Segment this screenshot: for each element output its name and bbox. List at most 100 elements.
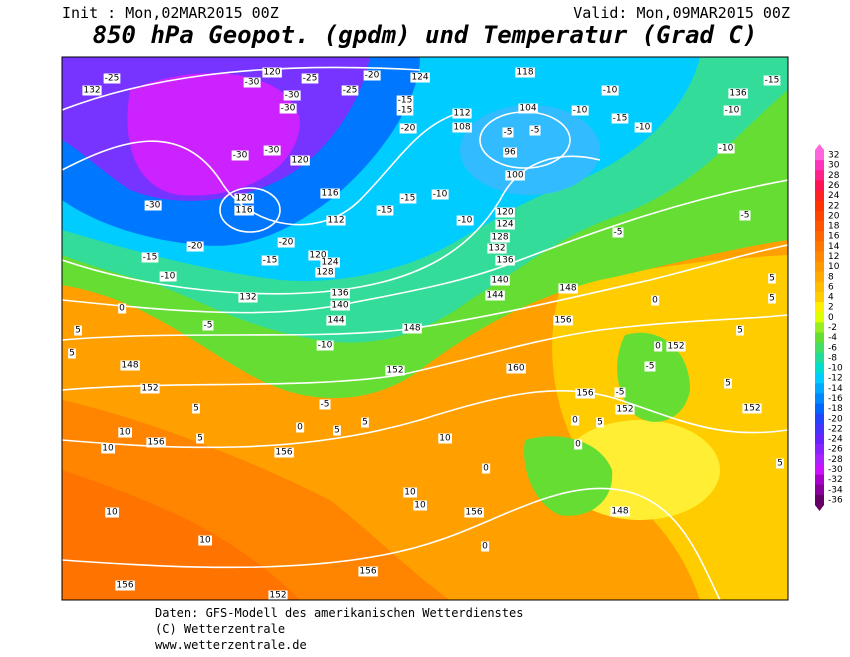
label-box: [159, 271, 177, 282]
colorbar-cell: [815, 444, 824, 455]
colorbar-cell: [815, 403, 824, 415]
colorbar-cell: [815, 454, 824, 465]
label-box: [403, 487, 417, 498]
temperature-label: -5: [741, 211, 750, 221]
colorbar-cell: [815, 261, 824, 273]
label-box: [308, 250, 328, 261]
label-box: [717, 143, 735, 154]
label-box: [768, 273, 776, 284]
temperature-label: -20: [279, 238, 294, 248]
temperature-label: -15: [263, 256, 278, 266]
label-box: [485, 290, 505, 301]
temperature-label: -15: [143, 253, 158, 263]
label-box: [290, 155, 310, 166]
temperature-label: 5: [362, 418, 368, 428]
label-box: [452, 108, 472, 119]
label-box: [118, 427, 132, 438]
isohypse: [219, 187, 281, 233]
geopotential-label: 148: [121, 361, 138, 371]
label-box: [196, 433, 204, 444]
colorbar-cell: [815, 474, 824, 486]
colorbar-label: 18: [828, 222, 840, 232]
label-box: [724, 378, 732, 389]
temperature-label: -5: [616, 388, 625, 398]
cool-area: [524, 436, 613, 516]
label-box: [452, 122, 472, 133]
colorbar-cell: [815, 363, 824, 374]
label-box: [120, 360, 140, 371]
label-box: [634, 122, 652, 133]
colorbar-label: -4: [828, 333, 837, 343]
label-box: [146, 437, 166, 448]
label-box: [456, 215, 474, 226]
temperature-label: 5: [769, 274, 775, 284]
isohypse: [62, 179, 788, 314]
colorbar-cell: [815, 434, 824, 445]
label-box: [515, 67, 535, 78]
temperature-label: -30: [281, 104, 296, 114]
temperature-label: 10: [414, 501, 426, 511]
label-box: [410, 72, 430, 83]
label-box: [490, 232, 510, 243]
geopotential-label: 112: [327, 216, 344, 226]
geopotential-label: 156: [359, 567, 376, 577]
temperature-label: 5: [597, 418, 603, 428]
colorbar-label: 20: [828, 211, 840, 221]
temperature-label: 5: [725, 379, 731, 389]
label-box: [654, 341, 663, 352]
geopotential-label: 144: [486, 291, 503, 301]
label-box: [68, 348, 76, 359]
geopotential-label: 128: [316, 268, 333, 278]
label-box: [723, 105, 741, 116]
temperature-label: -30: [245, 78, 260, 88]
label-box: [202, 320, 214, 331]
label-box: [506, 363, 526, 374]
label-box: [739, 210, 751, 221]
temperature-label: -30: [233, 151, 248, 161]
colorbar-cap: [815, 144, 824, 150]
label-box: [105, 507, 119, 518]
label-box: [763, 75, 781, 86]
colorbar-label: 30: [828, 161, 840, 171]
isohypse: [62, 155, 601, 295]
temperature-label: -5: [204, 321, 213, 331]
label-box: [614, 387, 626, 398]
geopotential-label: 156: [576, 389, 593, 399]
geopotential-label: 156: [554, 316, 571, 326]
temperature-label: -10: [636, 123, 651, 133]
label-box: [186, 241, 204, 252]
geopotential-label: 152: [141, 384, 158, 394]
geopotential-label: 116: [321, 189, 338, 199]
geopotential-label: 96: [504, 148, 516, 158]
label-box: [575, 388, 595, 399]
copyright: (C) Wetterzentrale: [155, 622, 285, 636]
colorbar-cell: [815, 332, 824, 344]
label-box: [574, 439, 583, 450]
label-box: [341, 85, 359, 96]
url: www.wetterzentrale.de: [155, 638, 307, 652]
label-box: [438, 433, 452, 444]
temperature-label: -20: [365, 71, 380, 81]
colorbar-cell: [815, 150, 824, 161]
geopotential-label: 118: [516, 68, 533, 78]
map-title: 850 hPa Geopot. (gpdm) und Temperatur (G…: [93, 21, 758, 49]
label-box: [262, 67, 282, 78]
temperature-label: -10: [603, 86, 618, 96]
colorbar-cell: [815, 190, 824, 202]
label-box: [376, 205, 394, 216]
label-box: [385, 365, 405, 376]
colorbar: 32302826242220181614121086420-2-4-6-8-10…: [815, 144, 843, 511]
label-box: [140, 383, 160, 394]
geopotential-label: 120: [496, 208, 513, 218]
colorbar-cell: [815, 231, 824, 242]
cold-area: [127, 73, 300, 196]
temperature-label: 5: [197, 434, 203, 444]
label-box: [274, 447, 294, 458]
colorbar-label: -6: [828, 343, 837, 353]
colorbar-cell: [815, 210, 824, 222]
temperature-label: 5: [334, 426, 340, 436]
colorbar-label: 26: [828, 181, 840, 191]
label-box: [431, 189, 449, 200]
colorbar-label: -12: [828, 374, 843, 384]
